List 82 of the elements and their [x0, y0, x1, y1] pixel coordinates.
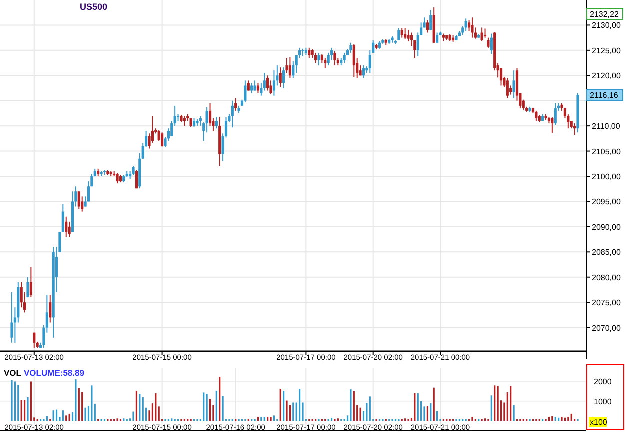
candlestick [266, 75, 270, 92]
candlestick [343, 52, 346, 64]
candlestick [250, 82, 254, 94]
candlestick [49, 294, 52, 324]
candlestick [160, 132, 164, 148]
candlestick [256, 82, 260, 94]
y-tick-label: 2125,00 [592, 46, 622, 56]
y-tick-label: 2000 [594, 378, 612, 387]
candlestick [33, 332, 36, 348]
candlestick [279, 67, 282, 88]
y-tick-label: 2075,00 [592, 298, 622, 308]
y-tick-label: 2070,00 [592, 324, 622, 333]
candlestick [190, 118, 192, 128]
candlestick [78, 191, 80, 210]
candlestick [234, 98, 238, 112]
candlestick [400, 28, 404, 38]
candlestick [308, 47, 311, 58]
candlestick [471, 17, 474, 38]
candlestick [554, 102, 557, 126]
candlestick [208, 102, 212, 127]
candlestick [512, 70, 516, 99]
chart-subtitle: VOLUME:58.89 [24, 368, 85, 378]
y-tick-label: 2130,00 [592, 21, 622, 30]
text: x100 [590, 418, 608, 427]
candlestick [464, 18, 468, 32]
candlestick [26, 276, 30, 298]
candlestick [436, 32, 439, 44]
candlestick [404, 28, 407, 40]
y-tick-label: 2105,00 [592, 147, 622, 156]
candlestick [535, 110, 538, 122]
candlestick [318, 52, 320, 66]
candlestick [68, 221, 71, 238]
y-tick-label: 2095,00 [592, 198, 622, 207]
candlestick [410, 32, 414, 47]
y-tick-label: 1000 [594, 397, 612, 406]
candlestick [288, 56, 292, 79]
candlestick [352, 44, 356, 78]
candlestick [254, 80, 256, 92]
y-tick-label: 2090,00 [592, 222, 622, 232]
candlestick [490, 33, 493, 54]
candlestick [362, 65, 366, 79]
y-tick-label: 2080,00 [592, 273, 622, 282]
candlestick [551, 117, 554, 134]
candlestick [10, 292, 14, 344]
candlestick [330, 47, 334, 62]
candlestick [327, 52, 330, 66]
candlestick [20, 282, 23, 308]
candlestick [487, 37, 490, 48]
candlestick [334, 50, 336, 66]
y-tick-label: 2110,00 [592, 122, 621, 132]
candlestick [244, 80, 247, 103]
candlestick [398, 28, 400, 41]
candlestick [484, 28, 487, 38]
candlestick [430, 10, 432, 31]
y-tick-label: 2085,00 [592, 248, 622, 258]
candlestick [90, 173, 94, 188]
candlestick [407, 30, 410, 42]
candlestick [135, 170, 138, 190]
candlestick [282, 67, 286, 89]
candlestick [506, 78, 509, 99]
candlestick [350, 42, 352, 54]
candlestick [314, 52, 318, 64]
candlestick [231, 100, 234, 128]
annotation: 2116,16 [590, 91, 619, 100]
chart-title: VOL [4, 368, 22, 378]
y-tick-label: 2120,00 [592, 72, 622, 81]
candlestick [324, 57, 327, 69]
candlestick [30, 266, 32, 298]
candlestick [574, 123, 576, 136]
candlestick [62, 204, 64, 232]
candlestick [199, 115, 202, 127]
candlestick [286, 57, 288, 74]
annotation: 2132,22 [590, 10, 620, 20]
candlestick [215, 116, 218, 130]
candlestick [116, 172, 119, 184]
candlestick [247, 80, 250, 92]
candlestick [183, 115, 186, 127]
y-tick-label: 2100,00 [592, 172, 622, 182]
candlestick [426, 20, 430, 34]
chart-title: US500 [80, 2, 108, 12]
candlestick [65, 216, 68, 238]
candlestick [480, 27, 484, 42]
